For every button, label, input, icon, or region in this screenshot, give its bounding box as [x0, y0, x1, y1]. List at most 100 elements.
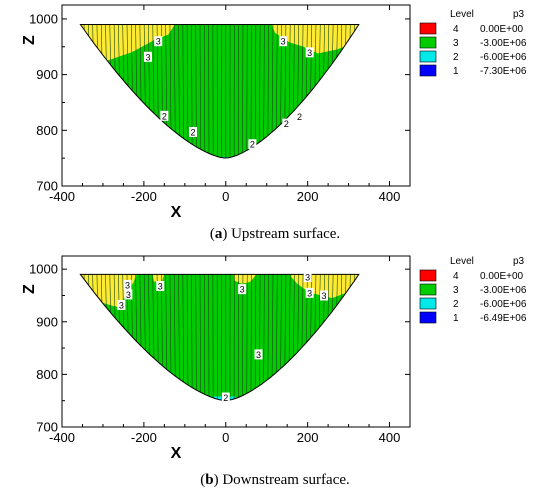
- contour-label-bg: [254, 349, 263, 360]
- contour-label-bg: [160, 110, 169, 121]
- legend-level: 4: [453, 271, 459, 282]
- contour-label-bg: [156, 280, 165, 291]
- x-tick-label: -200: [131, 430, 157, 445]
- mesh-line: [182, 24, 185, 158]
- legend-level: 2: [453, 299, 459, 310]
- mesh-line: [148, 274, 152, 401]
- mesh-line: [275, 24, 278, 158]
- contour-label: 2: [250, 140, 255, 150]
- mesh-line: [83, 274, 89, 401]
- contour-label: 3: [145, 52, 150, 62]
- mesh-line: [152, 24, 156, 158]
- mesh-line: [292, 274, 295, 401]
- mesh-line: [156, 274, 160, 401]
- mesh-line: [346, 274, 351, 401]
- legend-header-level: Level: [450, 9, 474, 20]
- legend-value: -6.49E+06: [480, 313, 527, 324]
- y-tick-label: 1000: [29, 262, 58, 277]
- mesh-line: [258, 274, 261, 401]
- y-axis-label: Z: [21, 35, 38, 45]
- contour-label-bg: [295, 111, 304, 122]
- mesh-line: [359, 269, 363, 427]
- contour-label-bg: [117, 299, 126, 310]
- mesh-line: [254, 274, 257, 401]
- mesh-line: [156, 24, 160, 158]
- mesh-line: [80, 24, 85, 158]
- y-tick-label: 700: [36, 420, 58, 435]
- mesh-line: [246, 274, 248, 401]
- x-axis-label: X: [171, 445, 182, 462]
- contour-label: 3: [305, 273, 310, 283]
- contour-label: 2: [284, 119, 289, 129]
- contour-label-bg: [124, 289, 133, 300]
- mesh-line: [262, 274, 265, 401]
- caption-a: (a) Upstream surface.: [209, 226, 341, 242]
- contour-label: 3: [156, 37, 161, 47]
- mesh-line: [296, 274, 300, 401]
- mesh-line: [346, 24, 351, 158]
- mesh-line: [186, 24, 189, 158]
- mesh-line: [271, 24, 274, 158]
- mesh-line: [354, 274, 359, 401]
- contour-label-bg: [305, 287, 314, 298]
- mesh-line: [250, 24, 252, 158]
- x-tick-label: 0: [222, 430, 229, 445]
- x-tick-label: 0: [222, 189, 229, 204]
- mesh-line: [191, 274, 193, 401]
- contour-label: 3: [119, 300, 124, 310]
- mesh-line: [275, 274, 278, 401]
- mesh-line: [83, 24, 89, 158]
- legend-swatch: [419, 50, 437, 63]
- legend-swatch: [419, 283, 437, 296]
- x-tick-label: 200: [297, 189, 319, 204]
- mesh-line: [173, 24, 177, 158]
- contour-label-bg: [189, 126, 198, 137]
- mesh-line: [283, 24, 287, 158]
- contour-label: 2: [297, 112, 302, 122]
- legend-level: 1: [453, 66, 459, 77]
- contour-label-bg: [279, 36, 288, 47]
- mesh-line: [242, 274, 244, 401]
- contour-label: 3: [126, 290, 131, 300]
- mesh-line: [178, 24, 181, 158]
- mesh-line: [80, 274, 85, 401]
- mesh-line: [173, 274, 177, 401]
- axes-frame: [61, 4, 411, 187]
- legend-swatch: [419, 64, 437, 77]
- x-tick-label: -400: [49, 189, 75, 204]
- contour-label: 2: [191, 127, 196, 137]
- caption-b-letter: b: [205, 472, 214, 488]
- legend-swatch: [419, 22, 437, 35]
- x-tick-label: 200: [297, 430, 319, 445]
- y-tick-label: 900: [36, 314, 58, 329]
- mesh-line: [143, 24, 147, 158]
- legend-value: -6.00E+06: [480, 52, 527, 63]
- legend-level: 3: [453, 285, 459, 296]
- mesh-line: [246, 24, 248, 158]
- legend-header-value: p3: [513, 9, 525, 20]
- x-tick-label: 400: [379, 430, 401, 445]
- contour-label: 3: [158, 281, 163, 291]
- mesh-line: [242, 24, 244, 158]
- contour-label: 2: [162, 111, 167, 121]
- contour-label-bg: [282, 118, 291, 129]
- mesh-line: [254, 24, 257, 158]
- x-tick-label: -400: [49, 430, 75, 445]
- legend-level: 1: [453, 313, 459, 324]
- mesh-line: [165, 274, 168, 401]
- contour-label: 3: [307, 288, 312, 298]
- x-tick-label: -200: [131, 189, 157, 204]
- mesh-line: [267, 274, 270, 401]
- mesh-line: [250, 274, 252, 401]
- x-axis-label: X: [171, 204, 182, 221]
- legend-swatch: [419, 36, 437, 49]
- y-tick-label: 700: [36, 179, 58, 194]
- contour-label: 3: [256, 350, 261, 360]
- contour-label-bg: [305, 47, 314, 58]
- contour-label: 3: [322, 291, 327, 301]
- y-tick-label: 800: [36, 367, 58, 382]
- mesh-line: [152, 274, 156, 401]
- mesh-line: [199, 24, 202, 158]
